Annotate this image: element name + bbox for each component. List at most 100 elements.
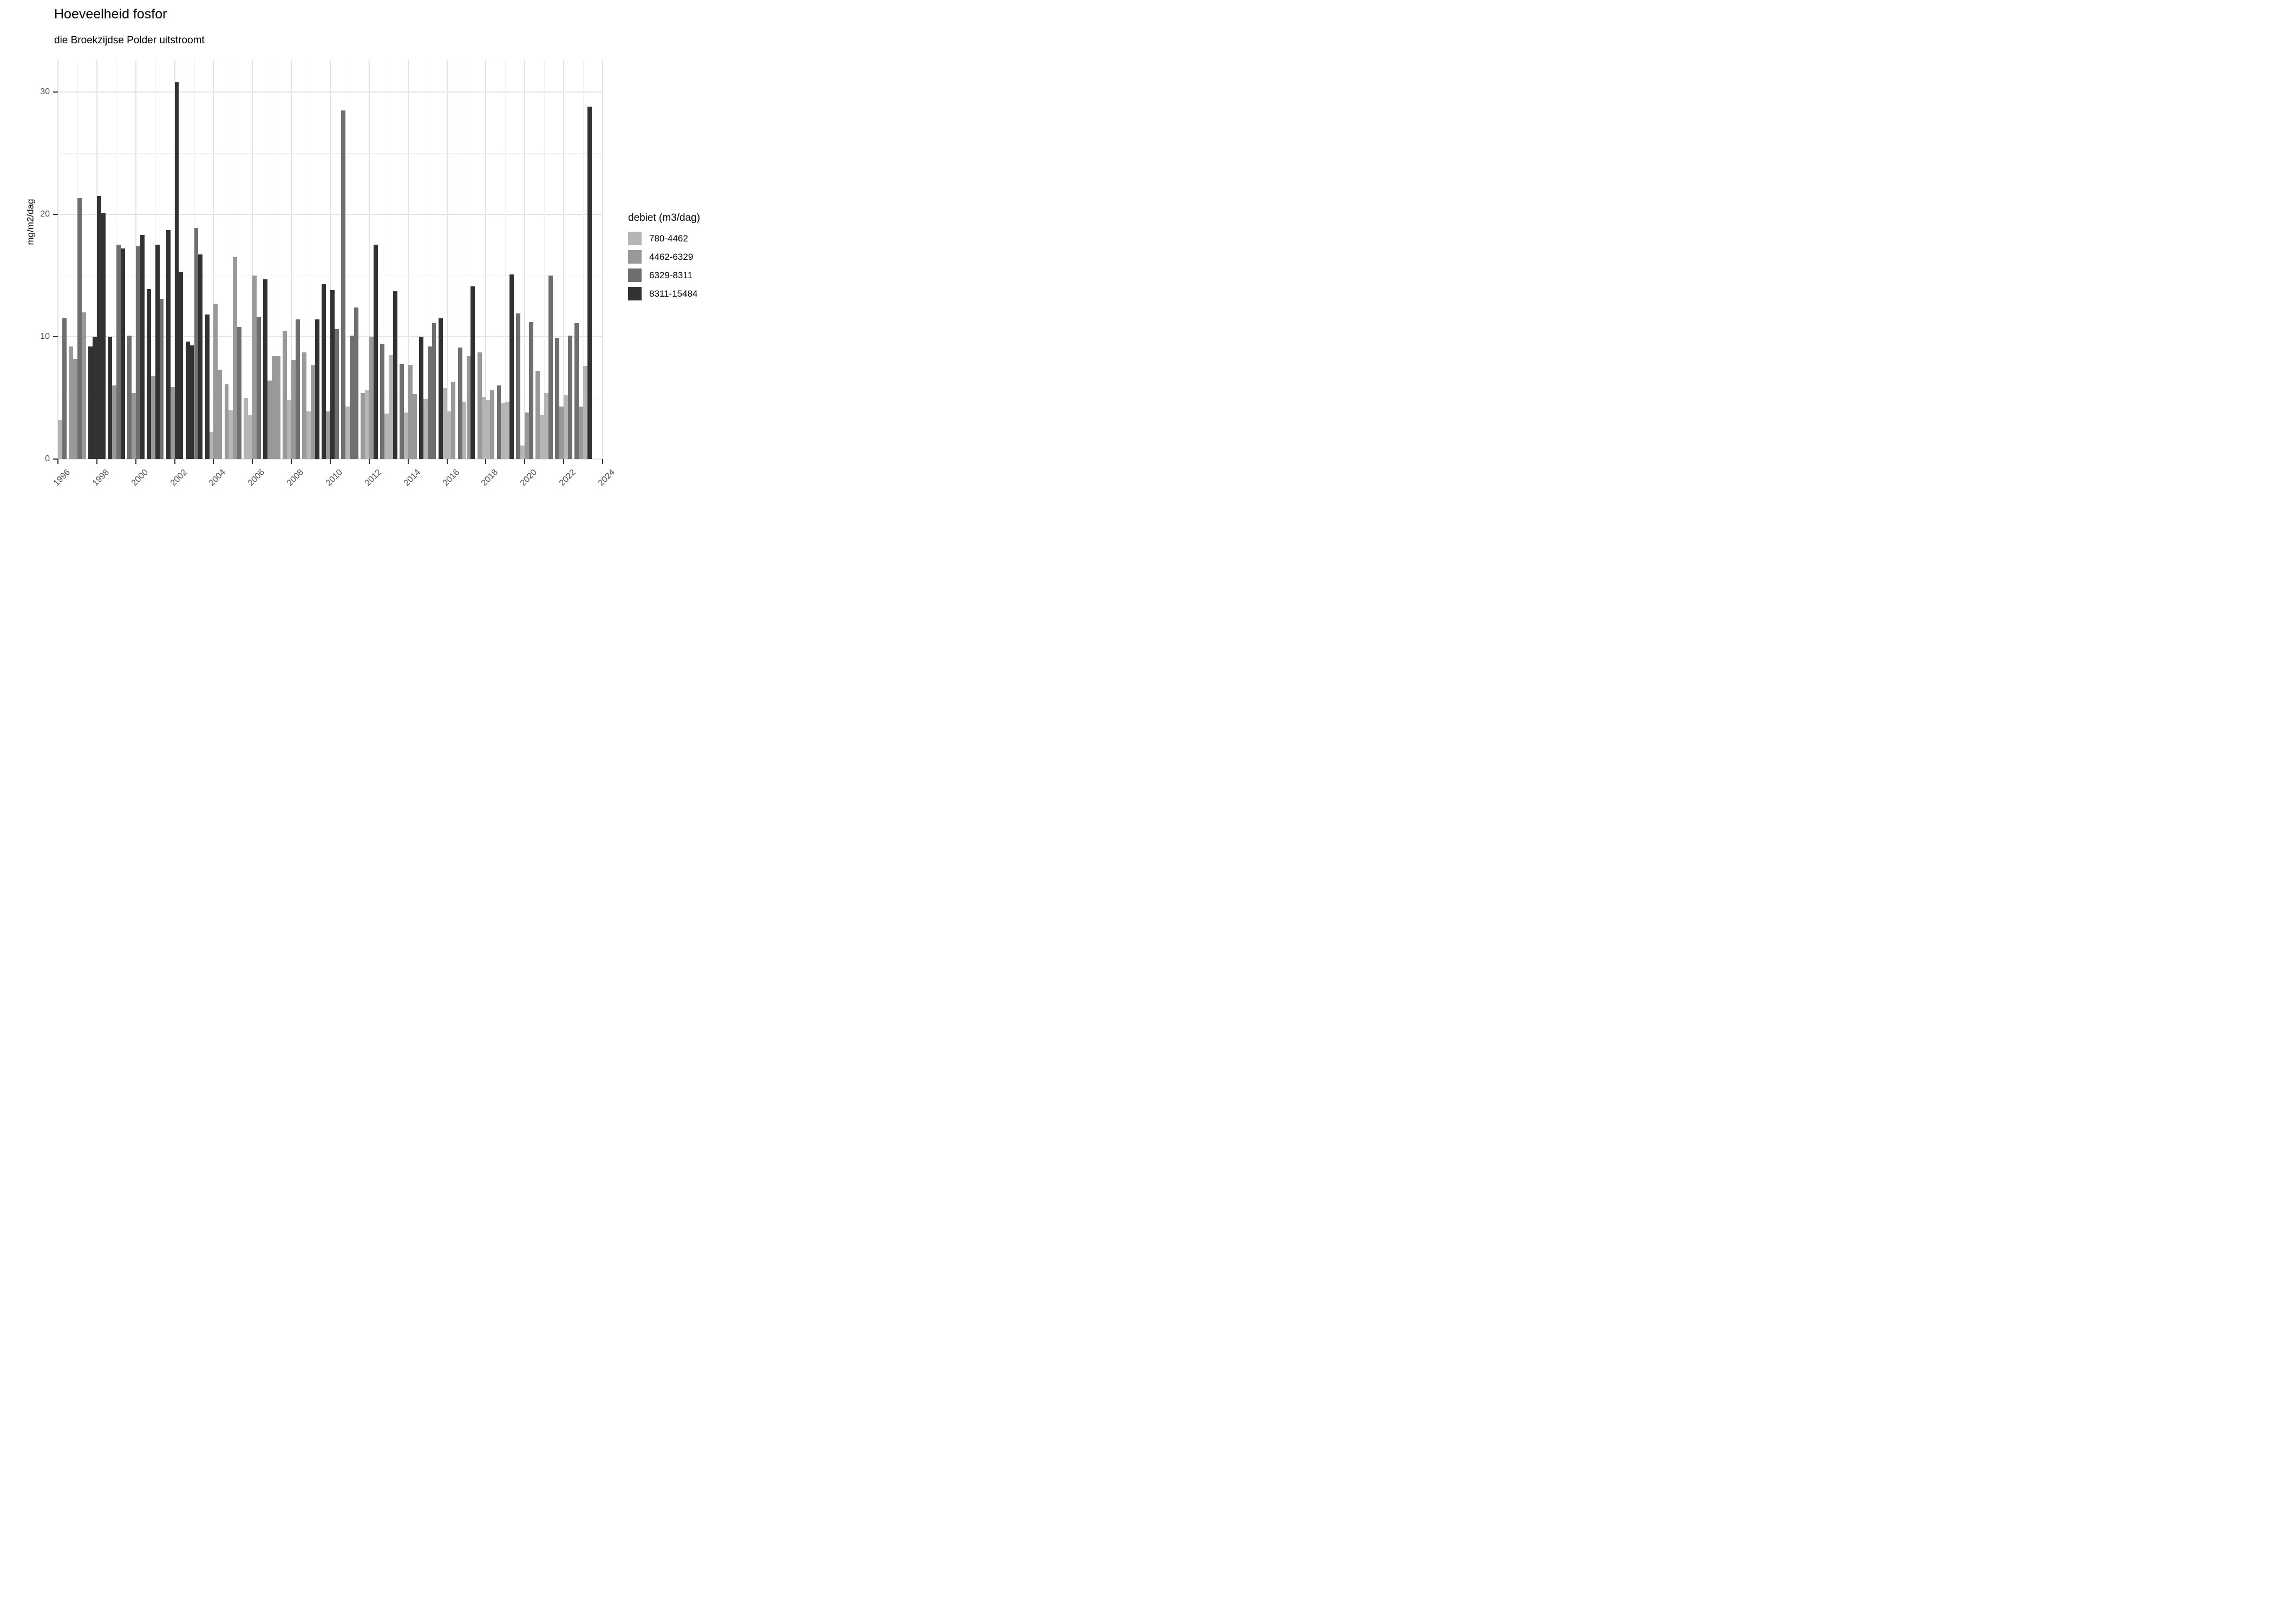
bar [559,406,564,459]
bar [96,195,101,459]
legend-swatch [628,287,642,300]
legend-item-label: 4462-6329 [649,251,694,262]
x-tick-label: 2024 [596,468,617,488]
x-tick-label: 2006 [246,468,267,488]
bar [190,345,194,459]
x-tick-label: 2004 [207,468,228,488]
bar [140,235,145,459]
y-tick-label: 10 [40,331,50,341]
legend: debiet (m3/dag) 780-4462 4462-6329 6329-83… [628,212,700,305]
x-tick-mark [407,459,409,464]
legend-swatch [628,269,642,282]
bar [574,323,579,459]
bar [486,400,491,459]
bar [361,392,365,459]
bar [432,323,436,459]
bar [88,346,93,459]
bar [107,336,112,459]
bar [62,318,67,459]
x-tick-mark [563,459,565,464]
bar [326,411,330,459]
y-tick-label: 30 [40,87,50,96]
gridline-x-minor [583,60,584,459]
x-tick-label: 2000 [129,468,150,488]
bar [151,376,155,459]
gridline-x-major [291,60,292,459]
bar [127,335,132,459]
x-tick-label: 2010 [324,468,345,488]
gridline-x-major [57,60,58,459]
bar [509,274,514,459]
bar [529,322,534,459]
bar [490,390,495,459]
y-tick-mark [53,459,58,460]
bar [131,392,136,459]
bar [233,257,238,459]
gridline-x-major [446,60,448,459]
bar [568,335,572,459]
bar [179,272,184,459]
bar [263,279,268,459]
y-axis-title: mg/m2/dag [25,199,36,245]
bar [257,317,262,459]
bar [252,275,257,459]
bar [166,230,171,459]
bar [209,432,214,459]
bar [458,348,462,459]
x-tick-mark [446,459,448,464]
bar [555,338,560,459]
bar [291,359,296,459]
bar [535,371,540,459]
x-tick-mark [291,459,292,464]
x-tick-mark [485,459,487,464]
bar [364,390,369,459]
bar [267,381,272,459]
legend-item: 4462-6329 [628,250,700,264]
bar [244,397,249,459]
bar [388,355,393,459]
gridline-x-major [368,60,370,459]
bar [198,254,203,459]
bar [228,410,233,459]
plot-panel [57,60,603,460]
chart-title: Hoeveelheid fosfor [54,6,167,22]
bar [283,330,287,459]
gridline-x-major [407,60,409,459]
gridline-x-major [563,60,565,459]
x-tick-label: 2016 [441,468,461,488]
bar [408,364,413,459]
y-tick-label: 20 [40,209,50,219]
bar [369,336,374,459]
gridline-x-major [602,60,603,459]
bar [380,344,384,459]
bar [155,245,160,459]
bar [224,384,229,459]
x-tick-label: 2020 [519,468,539,488]
bar [520,446,525,459]
y-tick-mark [53,91,58,93]
bar [373,245,378,459]
bar [170,387,175,459]
bar [501,403,506,459]
bar [101,213,106,459]
x-tick-label: 2022 [557,468,578,488]
bar [58,420,62,459]
x-tick-mark [213,459,214,464]
legend-item-label: 8311-15484 [649,288,698,299]
x-tick-mark [57,459,58,464]
bar [237,326,242,459]
bar [315,319,319,459]
bar [423,399,428,459]
bar [311,364,315,459]
bar [471,286,475,459]
bar [540,415,545,459]
gridline-x-major [524,60,526,459]
bar [248,415,253,459]
bar [412,394,417,459]
x-tick-label: 2002 [168,468,189,488]
bar [564,395,568,459]
bar [194,227,199,459]
bar [185,341,190,459]
gridline-x-minor [505,60,506,459]
bar [116,245,121,459]
